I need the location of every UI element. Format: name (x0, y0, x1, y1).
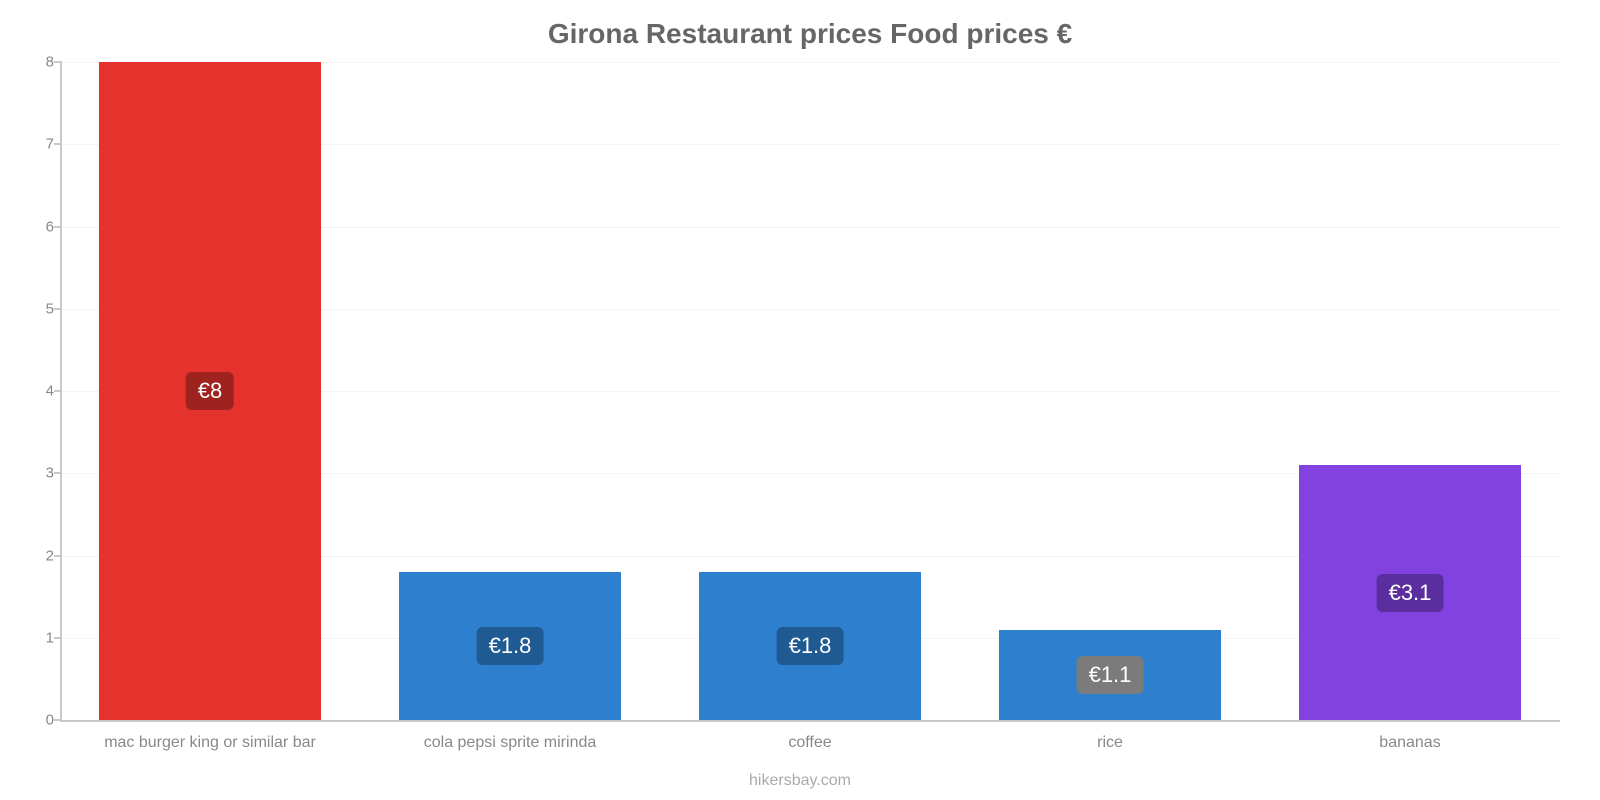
y-tick-label: 1 (30, 629, 54, 646)
bar-slot: €8mac burger king or similar bar (60, 62, 360, 720)
category-label: coffee (788, 734, 831, 752)
value-label: €1.1 (1077, 656, 1144, 694)
bars-group: €8mac burger king or similar bar€1.8cola… (60, 62, 1560, 720)
value-label: €8 (186, 372, 234, 410)
bar-slot: €1.8cola pepsi sprite mirinda (360, 62, 660, 720)
attribution-text: hikersbay.com (0, 772, 1600, 790)
category-label: rice (1097, 734, 1123, 752)
value-label: €1.8 (777, 627, 844, 665)
bar-slot: €1.8coffee (660, 62, 960, 720)
category-label: mac burger king or similar bar (104, 734, 316, 752)
y-tick-label: 5 (30, 300, 54, 317)
bar-slot: €1.1rice (960, 62, 1260, 720)
gridline (60, 720, 1560, 722)
category-label: bananas (1379, 734, 1440, 752)
value-label: €3.1 (1377, 574, 1444, 612)
chart-title: Girona Restaurant prices Food prices € (60, 0, 1560, 62)
y-tick-label: 2 (30, 547, 54, 564)
y-tick-label: 6 (30, 218, 54, 235)
y-tick-label: 8 (30, 54, 54, 71)
plot-area: 012345678 €8mac burger king or similar b… (60, 62, 1560, 720)
value-label: €1.8 (477, 627, 544, 665)
y-tick-label: 7 (30, 136, 54, 153)
y-tick-label: 0 (30, 712, 54, 729)
chart-container: Girona Restaurant prices Food prices € 0… (0, 0, 1600, 800)
bar-slot: €3.1bananas (1260, 62, 1560, 720)
category-label: cola pepsi sprite mirinda (424, 734, 597, 752)
y-tick-label: 3 (30, 465, 54, 482)
y-tick-label: 4 (30, 383, 54, 400)
